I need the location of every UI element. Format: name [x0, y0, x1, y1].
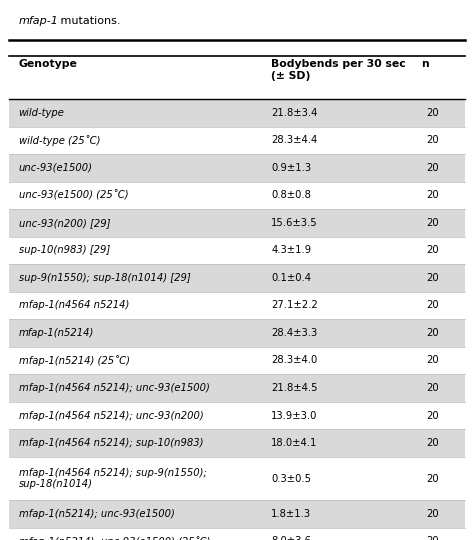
Bar — [9, 181, 465, 209]
Bar — [9, 319, 465, 347]
Text: 20: 20 — [426, 163, 438, 173]
Text: mfap-1(n4564 n5214); sup-10(n983): mfap-1(n4564 n5214); sup-10(n983) — [18, 438, 203, 448]
Bar — [9, 374, 465, 402]
Text: 0.8±0.8: 0.8±0.8 — [271, 191, 311, 200]
Text: 28.3±4.4: 28.3±4.4 — [271, 136, 318, 145]
Bar — [9, 500, 465, 528]
Text: sup-10(n983) [29]: sup-10(n983) [29] — [18, 245, 110, 255]
Text: mfap-1(n5214); unc-93(e1500): mfap-1(n5214); unc-93(e1500) — [18, 509, 174, 519]
Text: unc-93(e1500) (25˚C): unc-93(e1500) (25˚C) — [18, 190, 128, 200]
Text: 28.3±4.0: 28.3±4.0 — [271, 355, 318, 366]
Text: 15.6±3.5: 15.6±3.5 — [271, 218, 318, 228]
Text: 20: 20 — [426, 536, 438, 540]
Text: 20: 20 — [426, 136, 438, 145]
Bar — [9, 99, 465, 126]
Text: mfap-1(n4564 n5214); unc-93(e1500): mfap-1(n4564 n5214); unc-93(e1500) — [18, 383, 210, 393]
Text: mfap-1(n4564 n5214): mfap-1(n4564 n5214) — [18, 300, 129, 310]
Text: 8.0±3.6: 8.0±3.6 — [271, 536, 311, 540]
Text: n: n — [421, 59, 429, 69]
Bar — [9, 237, 465, 264]
Bar — [9, 264, 465, 292]
Text: mutations.: mutations. — [57, 16, 121, 26]
Text: 20: 20 — [426, 438, 438, 448]
Text: 4.3±1.9: 4.3±1.9 — [271, 245, 311, 255]
Text: mfap-1(n5214) (25˚C): mfap-1(n5214) (25˚C) — [18, 355, 129, 366]
Text: 20: 20 — [426, 218, 438, 228]
Text: mfap-1(n5214): mfap-1(n5214) — [18, 328, 94, 338]
Text: 0.1±0.4: 0.1±0.4 — [271, 273, 311, 283]
Text: mfap-1(n4564 n5214); unc-93(n200): mfap-1(n4564 n5214); unc-93(n200) — [18, 410, 203, 421]
Text: 20: 20 — [426, 108, 438, 118]
Text: 1.8±1.3: 1.8±1.3 — [271, 509, 311, 519]
Bar — [9, 347, 465, 374]
Text: 20: 20 — [426, 273, 438, 283]
Bar — [9, 56, 465, 99]
Bar — [9, 292, 465, 319]
Text: Bodybends per 30 sec
(± SD): Bodybends per 30 sec (± SD) — [271, 59, 406, 81]
Bar — [9, 209, 465, 237]
Bar — [9, 429, 465, 457]
Text: mfap-1(n4564 n5214); sup-9(n1550);
sup-18(n1014): mfap-1(n4564 n5214); sup-9(n1550); sup-1… — [18, 468, 207, 489]
Text: wild-type: wild-type — [18, 108, 64, 118]
Text: Genotype: Genotype — [18, 59, 77, 69]
Text: 28.4±3.3: 28.4±3.3 — [271, 328, 318, 338]
Text: 20: 20 — [426, 300, 438, 310]
Bar — [9, 528, 465, 540]
Bar — [9, 402, 465, 429]
Text: 21.8±3.4: 21.8±3.4 — [271, 108, 318, 118]
Text: sup-9(n1550); sup-18(n1014) [29]: sup-9(n1550); sup-18(n1014) [29] — [18, 273, 191, 283]
Text: 20: 20 — [426, 410, 438, 421]
Text: 20: 20 — [426, 474, 438, 483]
Text: mfap-1(n5214); unc-93(e1500) (25˚C): mfap-1(n5214); unc-93(e1500) (25˚C) — [18, 536, 210, 540]
Text: 20: 20 — [426, 355, 438, 366]
Text: 0.3±0.5: 0.3±0.5 — [271, 474, 311, 483]
Text: 13.9±3.0: 13.9±3.0 — [271, 410, 318, 421]
Text: unc-93(n200) [29]: unc-93(n200) [29] — [18, 218, 110, 228]
Text: 27.1±2.2: 27.1±2.2 — [271, 300, 318, 310]
Text: 21.8±4.5: 21.8±4.5 — [271, 383, 318, 393]
Text: 0.9±1.3: 0.9±1.3 — [271, 163, 311, 173]
Text: wild-type (25˚C): wild-type (25˚C) — [18, 135, 100, 146]
Text: 18.0±4.1: 18.0±4.1 — [271, 438, 318, 448]
Text: 20: 20 — [426, 509, 438, 519]
Bar — [9, 126, 465, 154]
Text: 20: 20 — [426, 191, 438, 200]
Text: mfap-1: mfap-1 — [18, 16, 58, 26]
Text: 20: 20 — [426, 245, 438, 255]
Bar — [9, 154, 465, 181]
Text: unc-93(e1500): unc-93(e1500) — [18, 163, 92, 173]
Text: 20: 20 — [426, 328, 438, 338]
Text: 20: 20 — [426, 383, 438, 393]
Bar — [9, 457, 465, 500]
